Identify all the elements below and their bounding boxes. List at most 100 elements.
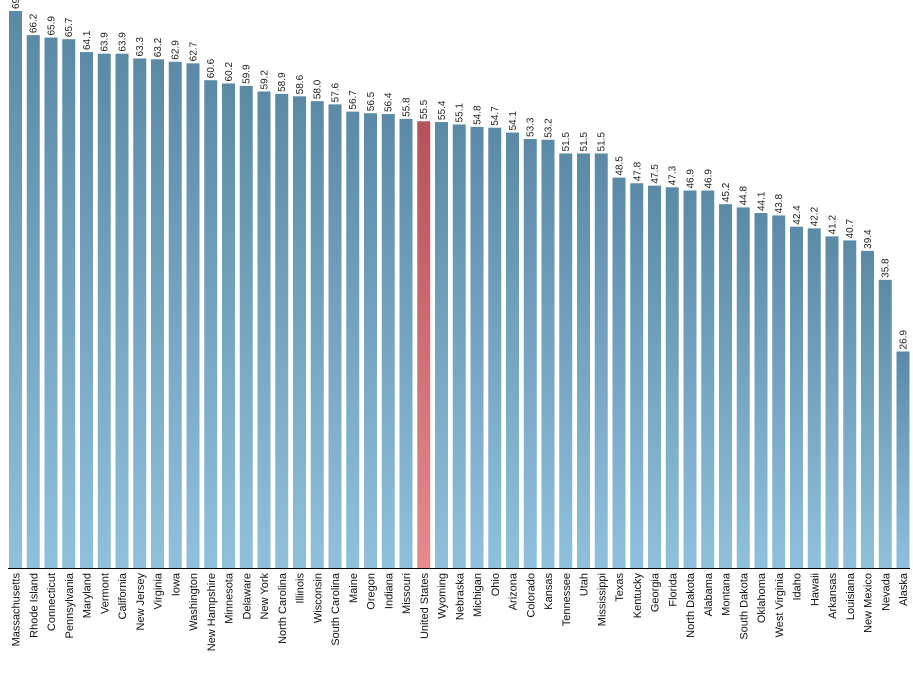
value-label-new-york: 59.2 [260,70,271,90]
value-label-massachusetts: 69.2 [11,0,22,9]
bar-hawaii [807,228,821,568]
tick-label-new-york: New York [259,573,271,620]
bar-north-carolina [275,93,289,568]
bar-tennessee [559,153,573,568]
tick-label-missouri: Missouri [401,573,413,614]
value-labels-layer: 69.2 66.2 65.9 65.7 64.1 63.9 63.9 63.3 63.2 62.9… [11,0,910,349]
tick-label-massachusetts: Massachusetts [11,573,23,647]
tick-label-montana: Montana [721,572,733,616]
tick-label-pennsylvania: Pennsylvania [64,572,76,638]
tick-label-georgia: Georgia [650,572,662,612]
tick-label-ohio: Ohio [490,573,502,596]
tick-label-idaho: Idaho [792,573,804,601]
bar-arizona [506,132,519,569]
value-label-south-dakota: 44.8 [739,185,750,205]
bar-indiana [381,114,395,568]
tick-label-maryland: Maryland [82,573,94,618]
bar-oklahoma [754,213,768,568]
tick-label-utah: Utah [579,573,591,596]
value-label-new-jersey: 63.3 [135,37,146,57]
tick-label-virginia: Virginia [153,572,165,609]
value-label-missouri: 55.8 [402,97,413,117]
value-label-florida: 47.3 [668,165,679,185]
tick-label-tennessee: Tennessee [561,573,573,626]
tick-label-alaska: Alaska [898,572,910,606]
bar-michigan [470,126,484,568]
value-label-delaware: 59.9 [242,64,253,84]
tick-label-alabama: Alabama [703,572,715,616]
tick-label-minnesota: Minnesota [224,572,236,624]
bars-layer [9,11,910,569]
value-label-maryland: 64.1 [82,30,93,50]
tick-label-arkansas: Arkansas [827,573,839,619]
value-label-texas: 48.5 [615,156,626,176]
value-label-south-carolina: 57.6 [331,82,342,102]
tick-label-louisiana: Louisiana [845,572,857,620]
tick-label-colorado: Colorado [525,573,537,618]
bar-massachusetts [9,11,22,568]
tick-label-kentucky: Kentucky [632,573,644,619]
value-label-united-states: 55.5 [419,99,430,119]
bar-colorado [523,138,537,569]
value-label-alaska: 26.9 [899,330,910,350]
tick-label-oregon: Oregon [366,573,378,610]
bar-connecticut [44,37,58,569]
value-label-nebraska: 55.1 [455,103,466,123]
bar-washington [186,63,200,568]
value-label-michigan: 54.8 [473,105,484,125]
tick-label-illinois: Illinois [295,573,307,604]
bar-virginia [151,59,164,568]
tick-label-kansas: Kansas [543,573,555,610]
bar-maine [346,111,360,569]
tick-label-new-jersey: New Jersey [135,573,147,631]
bar-north-dakota [683,190,697,568]
value-label-mississippi: 51.5 [597,132,608,152]
tick-label-connecticut: Connecticut [46,573,58,631]
bar-arkansas [825,236,839,568]
bar-oregon [364,113,377,568]
value-label-ohio: 54.7 [490,106,501,126]
bar-south-carolina [328,104,342,569]
tick-label-wyoming: Wyoming [437,573,449,619]
value-label-nevada: 35.8 [881,258,892,278]
tick-label-south-dakota: South Dakota [738,572,750,640]
bar-new-jersey [133,58,147,569]
value-label-montana: 45.2 [721,182,732,202]
value-label-washington: 62.7 [189,41,200,61]
value-label-iowa: 62.9 [171,40,182,60]
bar-nebraska [452,124,466,569]
tick-label-oklahoma: Oklahoma [756,572,768,623]
value-label-virginia: 63.2 [153,37,164,57]
value-label-idaho: 42.4 [792,205,803,225]
tick-label-texas: Texas [614,573,626,602]
value-label-arkansas: 41.2 [828,214,839,234]
value-label-kentucky: 47.8 [632,161,643,181]
bar-west-virginia [772,215,786,568]
bar-utah [577,153,590,568]
tick-label-arizona: Arizona [508,572,520,610]
value-label-west-virginia: 43.8 [774,194,785,214]
value-label-vermont: 63.9 [100,32,111,52]
bar-maryland [80,52,93,569]
value-label-new-mexico: 39.4 [863,229,874,249]
bar-florida [665,187,679,568]
tick-label-florida: Florida [667,572,679,607]
value-label-georgia: 47.5 [650,164,661,184]
value-label-north-carolina: 58.9 [277,72,288,92]
bar-alabama [701,190,715,568]
bar-vermont [97,53,111,569]
tick-label-wisconsin: Wisconsin [312,573,324,623]
bar-united-states [417,121,431,569]
tick-labels-layer: Massachusetts Rhode Island Connecticut Penn… [11,572,911,651]
tick-label-north-dakota: North Dakota [685,572,697,638]
tick-label-indiana: Indiana [383,572,395,609]
tick-label-washington: Washington [188,573,200,631]
bar-new-hampshire [204,80,218,568]
tick-label-nebraska: Nebraska [454,572,466,620]
tick-label-nevada: Nevada [880,572,892,611]
value-label-alabama: 46.9 [703,169,714,189]
tick-label-west-virginia: West Virginia [774,572,786,637]
bar-new-mexico [861,250,874,569]
tick-label-maine: Maine [348,573,360,603]
value-label-colorado: 53.3 [526,117,537,137]
